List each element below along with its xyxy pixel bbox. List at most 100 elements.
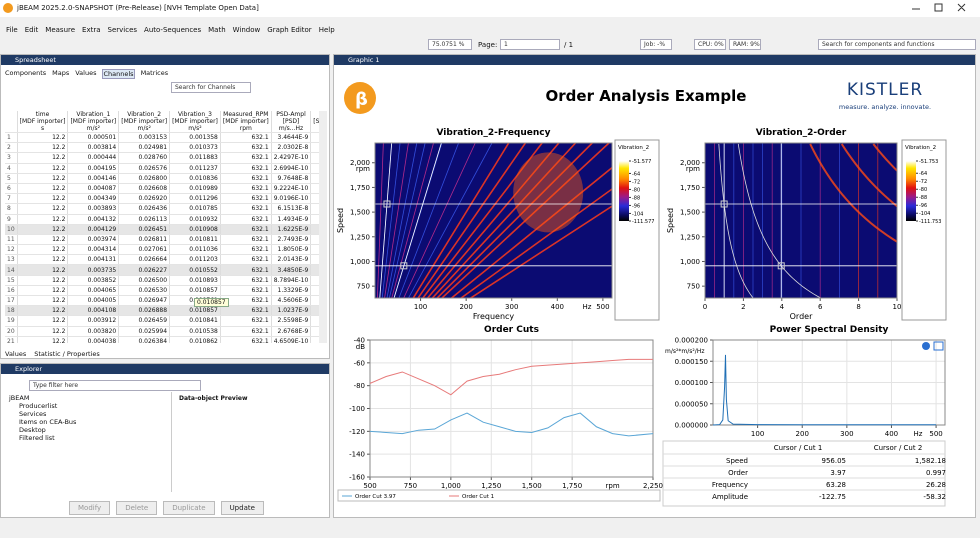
tab[interactable]: Statistic / Properties	[34, 350, 100, 358]
cell[interactable]: 632.1	[220, 285, 272, 297]
cursor-point[interactable]	[777, 262, 785, 270]
cell[interactable]: 12.2	[17, 264, 69, 276]
row-number[interactable]: 16	[5, 285, 18, 297]
cell[interactable]: 0.026227	[118, 264, 171, 276]
cell[interactable]: 12.2	[17, 203, 69, 215]
row-number[interactable]: 13	[5, 254, 18, 266]
cell[interactable]: 12.2	[17, 163, 69, 174]
row-number[interactable]: 19	[5, 315, 18, 327]
cell[interactable]: 1.3329E-9	[271, 285, 312, 297]
cell[interactable]: 9.7648E-8	[271, 173, 312, 184]
cell[interactable]: 632.1	[220, 315, 272, 327]
cell[interactable]	[310, 315, 319, 327]
cell[interactable]: 0.026576	[118, 163, 171, 174]
tree-node[interactable]: Producerlist	[19, 402, 58, 410]
cell[interactable]: 0.003974	[67, 234, 120, 246]
cell[interactable]: 0.010841	[169, 315, 221, 327]
cell[interactable]: 12.2	[17, 285, 69, 297]
cell[interactable]: 12.2	[17, 315, 69, 327]
row-number[interactable]: 8	[5, 203, 18, 215]
scrollbar[interactable]	[319, 111, 327, 343]
cell[interactable]: 3.4644E-9	[271, 132, 312, 144]
cell[interactable]: 632.1	[220, 275, 272, 286]
info-icon[interactable]	[922, 342, 930, 350]
menu-item[interactable]: Graph Editor	[267, 26, 312, 34]
menu-item[interactable]: File	[6, 26, 18, 34]
cell[interactable]: 12.2	[17, 336, 69, 343]
tab[interactable]: Values	[75, 69, 97, 77]
cell[interactable]: 632.1	[220, 326, 272, 337]
cell[interactable]: 0.011203	[169, 254, 221, 266]
button[interactable]: Delete	[116, 501, 158, 515]
cell[interactable]: 632.1	[220, 203, 272, 215]
cell[interactable]: 0.026800	[118, 173, 171, 184]
cell[interactable]: 0.026500	[118, 275, 171, 286]
cell[interactable]: 1.0237E-9	[271, 305, 312, 317]
cell[interactable]: 0.026920	[118, 193, 171, 205]
cell[interactable]: 9.2224E-10	[271, 183, 312, 195]
cell[interactable]: 4.5606E-9	[271, 295, 312, 307]
cell[interactable]: 0.003912	[67, 315, 120, 327]
cell[interactable]	[310, 193, 319, 205]
cell[interactable]: 0.026888	[118, 305, 171, 317]
zoom-box[interactable]: 75.0751 %	[428, 39, 472, 50]
menu-item[interactable]: Measure	[45, 26, 76, 34]
cell[interactable]: 0.026947	[118, 295, 171, 307]
cell[interactable]: 0.010908	[169, 224, 221, 235]
tab[interactable]: Channels	[102, 69, 135, 79]
cell[interactable]: 0.026113	[118, 214, 171, 225]
search-box[interactable]: Search for components and functions	[818, 39, 976, 50]
cell[interactable]	[310, 336, 319, 343]
cell[interactable]	[310, 275, 319, 286]
tree-node[interactable]: Services	[19, 410, 47, 418]
row-number[interactable]: 12	[5, 244, 18, 256]
cell[interactable]	[310, 132, 319, 144]
row-number[interactable]: 2	[5, 142, 18, 154]
cell[interactable]: 0.026811	[118, 234, 171, 246]
cell[interactable]: 12.2	[17, 214, 69, 225]
menu-item[interactable]: Math	[208, 26, 226, 34]
cell[interactable]: 632.1	[220, 214, 272, 225]
cell[interactable]: 3.4850E-9	[271, 264, 312, 276]
cell[interactable]: 0.024981	[118, 142, 171, 154]
cell[interactable]: 0.003153	[118, 132, 171, 144]
cell[interactable]	[310, 326, 319, 337]
row-number[interactable]: 3	[5, 152, 18, 164]
row-number[interactable]: 7	[5, 193, 18, 205]
cell[interactable]	[310, 152, 319, 164]
cell[interactable]: 632.1	[220, 264, 272, 276]
cell[interactable]: 632.1	[220, 193, 272, 205]
cell[interactable]: 632.1	[220, 244, 272, 256]
cell[interactable]: 2.0302E-8	[271, 142, 312, 154]
cell[interactable]: 12.2	[17, 275, 69, 286]
cell[interactable]: 0.004038	[67, 336, 120, 343]
tab[interactable]: Values	[5, 350, 27, 358]
cell[interactable]: 0.010836	[169, 173, 221, 184]
cell[interactable]: 0.010932	[169, 214, 221, 225]
row-number[interactable]: 21	[5, 336, 18, 343]
row-number[interactable]: 14	[5, 264, 18, 276]
cell[interactable]: 0.000501	[67, 132, 120, 144]
tree-node[interactable]: Items on CEA-Bus	[19, 418, 77, 426]
tree-node[interactable]: Desktop	[19, 426, 46, 434]
cell[interactable]: 0.000444	[67, 152, 120, 164]
cell[interactable]	[310, 305, 319, 317]
cell[interactable]: 0.004132	[67, 214, 120, 225]
cell[interactable]: 0.011883	[169, 152, 221, 164]
cell[interactable]: 632.1	[220, 305, 272, 317]
cell[interactable]: 9.0196E-10	[271, 193, 312, 205]
cell[interactable]: 632.1	[220, 132, 272, 144]
row-number[interactable]: 6	[5, 183, 18, 195]
cell[interactable]	[310, 203, 319, 215]
cell[interactable]	[310, 244, 319, 256]
cell[interactable]: 632.1	[220, 173, 272, 184]
menu-item[interactable]: Extra	[82, 26, 101, 34]
row-number[interactable]: 10	[5, 224, 18, 235]
channel-search[interactable]: Search for Channels	[171, 82, 251, 93]
cell[interactable]: 632.1	[220, 163, 272, 174]
cell[interactable]: 0.010862	[169, 336, 221, 343]
cell[interactable]: 632.1	[220, 295, 272, 307]
cell[interactable]: 6.1513E-8	[271, 203, 312, 215]
cell[interactable]: 0.004314	[67, 244, 120, 256]
tab[interactable]: Components	[5, 69, 47, 77]
